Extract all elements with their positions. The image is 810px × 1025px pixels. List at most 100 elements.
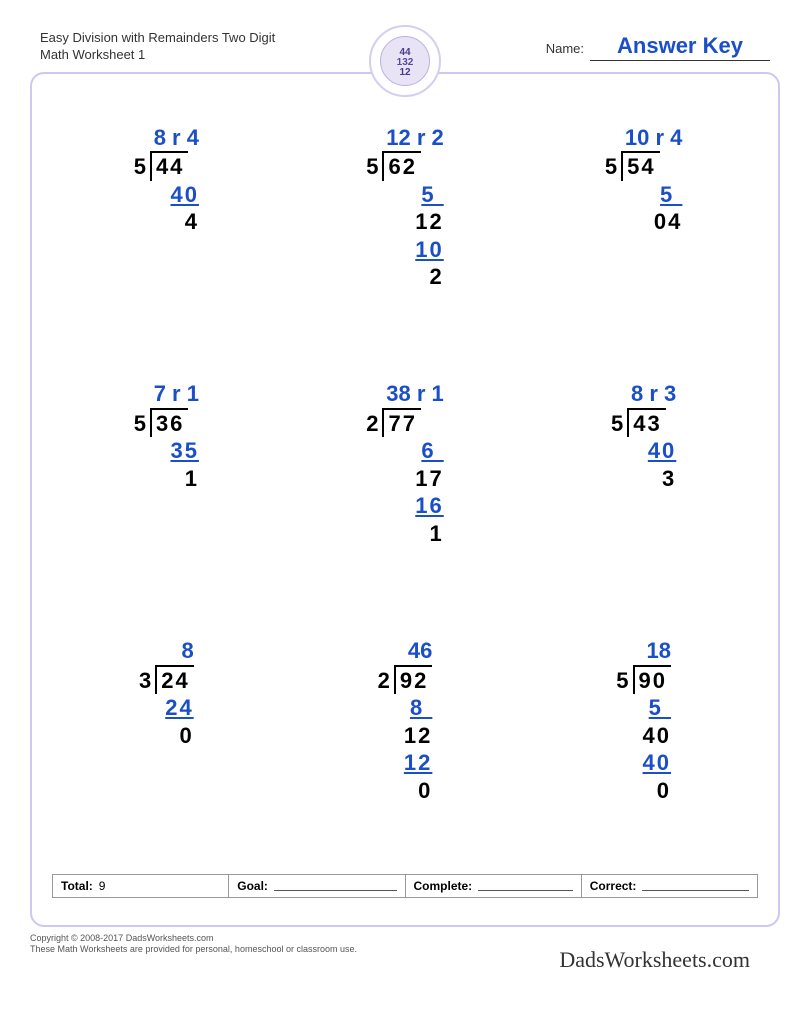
work-line-0: 40 — [152, 181, 199, 209]
quotient: 8 r 3 — [611, 380, 676, 408]
work-line-3: 0 — [634, 777, 671, 805]
answer-key: Answer Key — [590, 33, 770, 61]
copyright-line-1: Copyright © 2008-2017 DadsWorksheets.com — [30, 933, 780, 945]
problem-9: 185905 40400 — [529, 617, 758, 864]
total-label: Total: — [61, 879, 93, 893]
work-line-1: 12 — [396, 722, 433, 750]
work-line-0: 5 — [634, 694, 671, 722]
division-4: 7 r 1536351 — [134, 380, 199, 492]
footer-table: Total: 9 Goal: Complete: Correct: — [52, 874, 758, 898]
logo: 44 132 12 — [369, 25, 441, 97]
logo-circle: 44 132 12 — [369, 25, 441, 97]
division-8: 462928 12120 — [378, 637, 433, 804]
dividend: 36 — [150, 408, 188, 438]
work-area: 6 17161 — [366, 437, 444, 547]
title-line-1: Easy Division with Remainders Two Digit — [40, 30, 300, 47]
work-line-2: 12 — [396, 749, 433, 777]
work-line-1: 4 — [152, 208, 199, 236]
division-9: 185905 40400 — [616, 637, 671, 804]
problem-6: 8 r 3543403 — [529, 360, 758, 607]
title-line-2: Math Worksheet 1 — [40, 47, 300, 64]
dividend: 54 — [621, 151, 659, 181]
dividend: 24 — [155, 665, 193, 695]
complete-blank — [478, 881, 573, 891]
footer-goal: Goal: — [229, 875, 405, 897]
dividend: 62 — [382, 151, 420, 181]
division-6: 8 r 3543403 — [611, 380, 676, 492]
problems-frame: 8 r 454440412 r 25625 1210210 r 45545 04… — [30, 72, 780, 927]
dividend: 77 — [382, 408, 420, 438]
divisor: 5 — [134, 408, 150, 438]
problem-1: 8 r 4544404 — [52, 104, 281, 351]
name-block: Name: Answer Key — [546, 33, 770, 61]
complete-label: Complete: — [414, 879, 473, 893]
quotient: 46 — [378, 637, 433, 665]
worksheet-title: Easy Division with Remainders Two Digit … — [40, 30, 300, 64]
division-7: 8324240 — [139, 637, 194, 749]
divisor: 2 — [366, 408, 382, 438]
goal-blank — [274, 881, 397, 891]
work-line-1: 3 — [629, 465, 676, 493]
footer-correct: Correct: — [582, 875, 757, 897]
svg-text:12: 12 — [399, 67, 411, 78]
divisor-dividend-row: 292 — [378, 665, 433, 695]
work-line-1: 04 — [623, 208, 683, 236]
work-line-0: 8 — [396, 694, 433, 722]
brand-signature: DadsWorksheets.com — [559, 947, 750, 973]
division-5: 38 r 12776 17161 — [366, 380, 444, 547]
correct-blank — [642, 881, 749, 891]
work-line-1: 0 — [157, 722, 194, 750]
work-line-1: 40 — [634, 722, 671, 750]
divisor-dividend-row: 554 — [605, 151, 683, 181]
work-line-1: 17 — [384, 465, 444, 493]
quotient: 18 — [616, 637, 671, 665]
correct-label: Correct: — [590, 879, 637, 893]
divisor-dividend-row: 277 — [366, 408, 444, 438]
work-area: 404 — [134, 181, 199, 236]
work-line-0: 40 — [629, 437, 676, 465]
work-line-3: 0 — [396, 777, 433, 805]
logo-icon: 44 132 12 — [380, 36, 430, 86]
divisor: 3 — [139, 665, 155, 695]
problem-8: 462928 12120 — [291, 617, 520, 864]
work-line-0: 5 — [384, 181, 444, 209]
dividend: 44 — [150, 151, 188, 181]
goal-label: Goal: — [237, 879, 268, 893]
work-line-2: 40 — [634, 749, 671, 777]
work-area: 240 — [139, 694, 194, 749]
division-2: 12 r 25625 12102 — [366, 124, 444, 291]
quotient: 7 r 1 — [134, 380, 199, 408]
worksheet-page: Easy Division with Remainders Two Digit … — [30, 30, 780, 995]
divisor: 2 — [378, 665, 394, 695]
divisor: 5 — [366, 151, 382, 181]
work-line-0: 35 — [152, 437, 199, 465]
divisor-dividend-row: 324 — [139, 665, 194, 695]
divisor: 5 — [611, 408, 627, 438]
divisor-dividend-row: 543 — [611, 408, 676, 438]
work-line-2: 10 — [384, 236, 444, 264]
work-area: 8 12120 — [378, 694, 433, 804]
division-3: 10 r 45545 04 — [605, 124, 683, 236]
divisor-dividend-row: 536 — [134, 408, 199, 438]
problem-5: 38 r 12776 17161 — [291, 360, 520, 607]
divisor-dividend-row: 590 — [616, 665, 671, 695]
work-area: 5 40400 — [616, 694, 671, 804]
quotient: 38 r 1 — [366, 380, 444, 408]
footer-total: Total: 9 — [53, 875, 229, 897]
work-line-0: 6 — [384, 437, 444, 465]
problem-2: 12 r 25625 12102 — [291, 104, 520, 351]
work-line-3: 2 — [384, 263, 444, 291]
divisor: 5 — [616, 665, 632, 695]
work-line-2: 16 — [384, 492, 444, 520]
dividend: 90 — [633, 665, 671, 695]
divisor-dividend-row: 544 — [134, 151, 199, 181]
problem-7: 8324240 — [52, 617, 281, 864]
problem-3: 10 r 45545 04 — [529, 104, 758, 351]
work-line-1: 1 — [152, 465, 199, 493]
total-value: 9 — [99, 879, 106, 893]
quotient: 8 — [139, 637, 194, 665]
work-line-1: 12 — [384, 208, 444, 236]
divisor: 5 — [134, 151, 150, 181]
quotient: 8 r 4 — [134, 124, 199, 152]
quotient: 12 r 2 — [366, 124, 444, 152]
